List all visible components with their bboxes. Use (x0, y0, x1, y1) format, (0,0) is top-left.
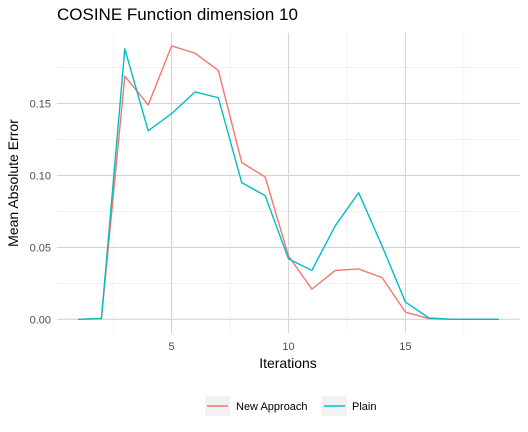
chart-title: COSINE Function dimension 10 (57, 5, 298, 24)
y-tick-label: 0.10 (30, 170, 51, 182)
grid (57, 33, 520, 333)
y-tick-label: 0.15 (30, 99, 51, 111)
y-tick-label: 0.00 (30, 314, 51, 326)
series-line-1 (78, 48, 499, 321)
legend-label-0: New Approach (236, 401, 308, 413)
x-tick-label: 15 (399, 341, 411, 353)
legend-label-1: Plain (352, 401, 376, 413)
x-tick-label: 10 (282, 341, 294, 353)
x-tick-label: 5 (169, 341, 175, 353)
y-axis-title: Mean Absolute Error (5, 119, 21, 247)
series-lines (78, 45, 499, 321)
tick-labels: 0.00 0.05 0.10 0.15 5 10 15 (30, 99, 412, 353)
series-line-0 (78, 45, 499, 321)
y-tick-label: 0.05 (30, 242, 51, 254)
x-axis-title: Iterations (259, 355, 317, 371)
legend: New Approach Plain (205, 396, 376, 416)
